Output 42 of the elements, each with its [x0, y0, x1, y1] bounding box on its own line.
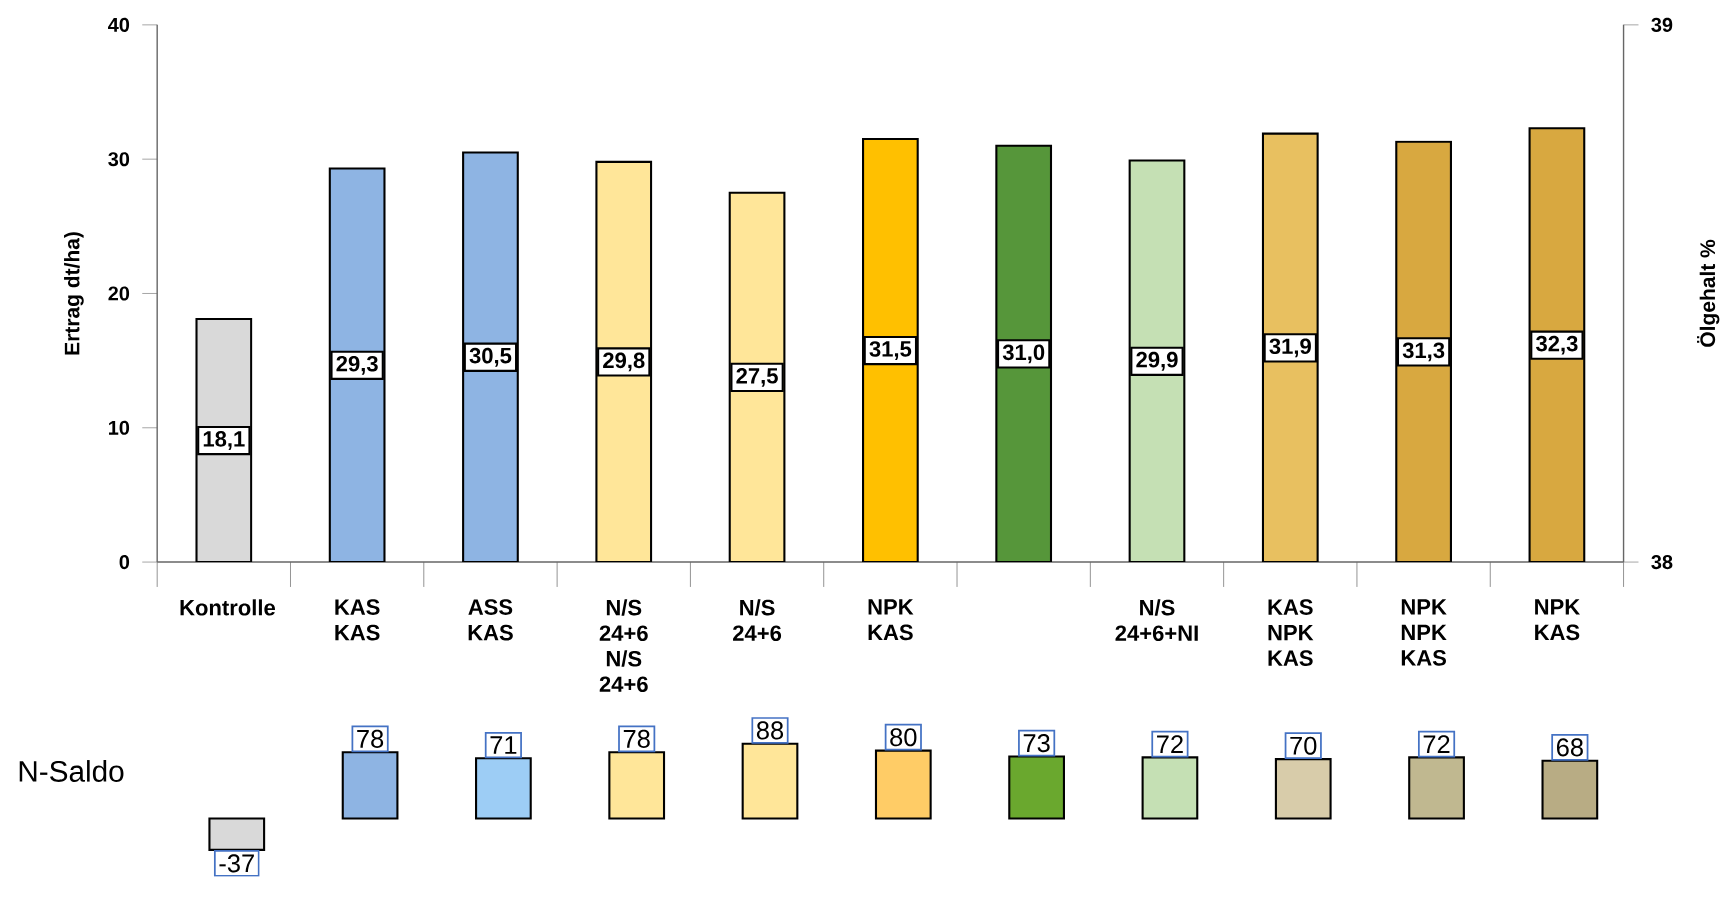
- data-label: 31,9: [1269, 338, 1311, 358]
- data-label: 80: [890, 727, 917, 747]
- y2-axis-title: Ölgehalt %: [1697, 239, 1720, 347]
- x-tick-label: ASS KAS: [468, 599, 513, 641]
- data-label: 88: [756, 721, 784, 740]
- x-tick-label: N/S 24+6+NI: [1115, 599, 1198, 641]
- data-label: 78: [357, 729, 384, 748]
- y-tick-label: 20: [108, 286, 130, 301]
- data-label: 29,8: [603, 352, 645, 372]
- x-tick-label: KAS NPK KAS: [1268, 599, 1314, 666]
- data-label: -37: [219, 854, 254, 873]
- x-tick-label: NPK NPK KAS: [1401, 599, 1447, 666]
- data-label: 29,9: [1136, 351, 1178, 371]
- data-label: 72: [1423, 735, 1450, 753]
- y-axis-title: N-Saldo: [19, 759, 124, 782]
- x-tick-label: KAS KAS: [335, 599, 380, 641]
- data-label: 71: [490, 736, 517, 754]
- data-label: 68: [1556, 738, 1583, 757]
- x-tick-label: N/S 24+6: [733, 599, 782, 641]
- x-tick-label: NPK KAS: [1535, 599, 1580, 641]
- data-label: 31,3: [1402, 342, 1445, 362]
- x-tick-label: NPK KAS: [868, 599, 914, 641]
- data-label: 32,3: [1535, 335, 1578, 355]
- y-axis-title: Ertrag dt/ha): [64, 232, 84, 355]
- data-label: 78: [623, 729, 650, 748]
- y-tick-label: 10: [109, 420, 130, 435]
- data-label: 27,5: [736, 367, 778, 387]
- data-label: 72: [1157, 735, 1183, 753]
- data-label: 73: [1023, 733, 1050, 753]
- data-label: 30,5: [469, 347, 512, 367]
- data-label: 29,3: [336, 355, 378, 375]
- y2-tick-label: 39: [1651, 17, 1673, 32]
- data-label: 70: [1290, 736, 1317, 755]
- y-tick-label: 30: [108, 151, 130, 167]
- x-tick-label: N/S 24+6 N/S 24+6: [599, 599, 648, 692]
- y-tick-label: 0: [119, 554, 130, 569]
- y2-tick-label: 38: [1651, 554, 1673, 569]
- data-label: 31,5: [869, 340, 912, 360]
- x-tick-label: Kontrolle: [180, 599, 276, 616]
- y-tick-label: 40: [108, 17, 130, 32]
- data-label: 31,0: [1002, 344, 1045, 364]
- data-label: 18,1: [203, 430, 245, 450]
